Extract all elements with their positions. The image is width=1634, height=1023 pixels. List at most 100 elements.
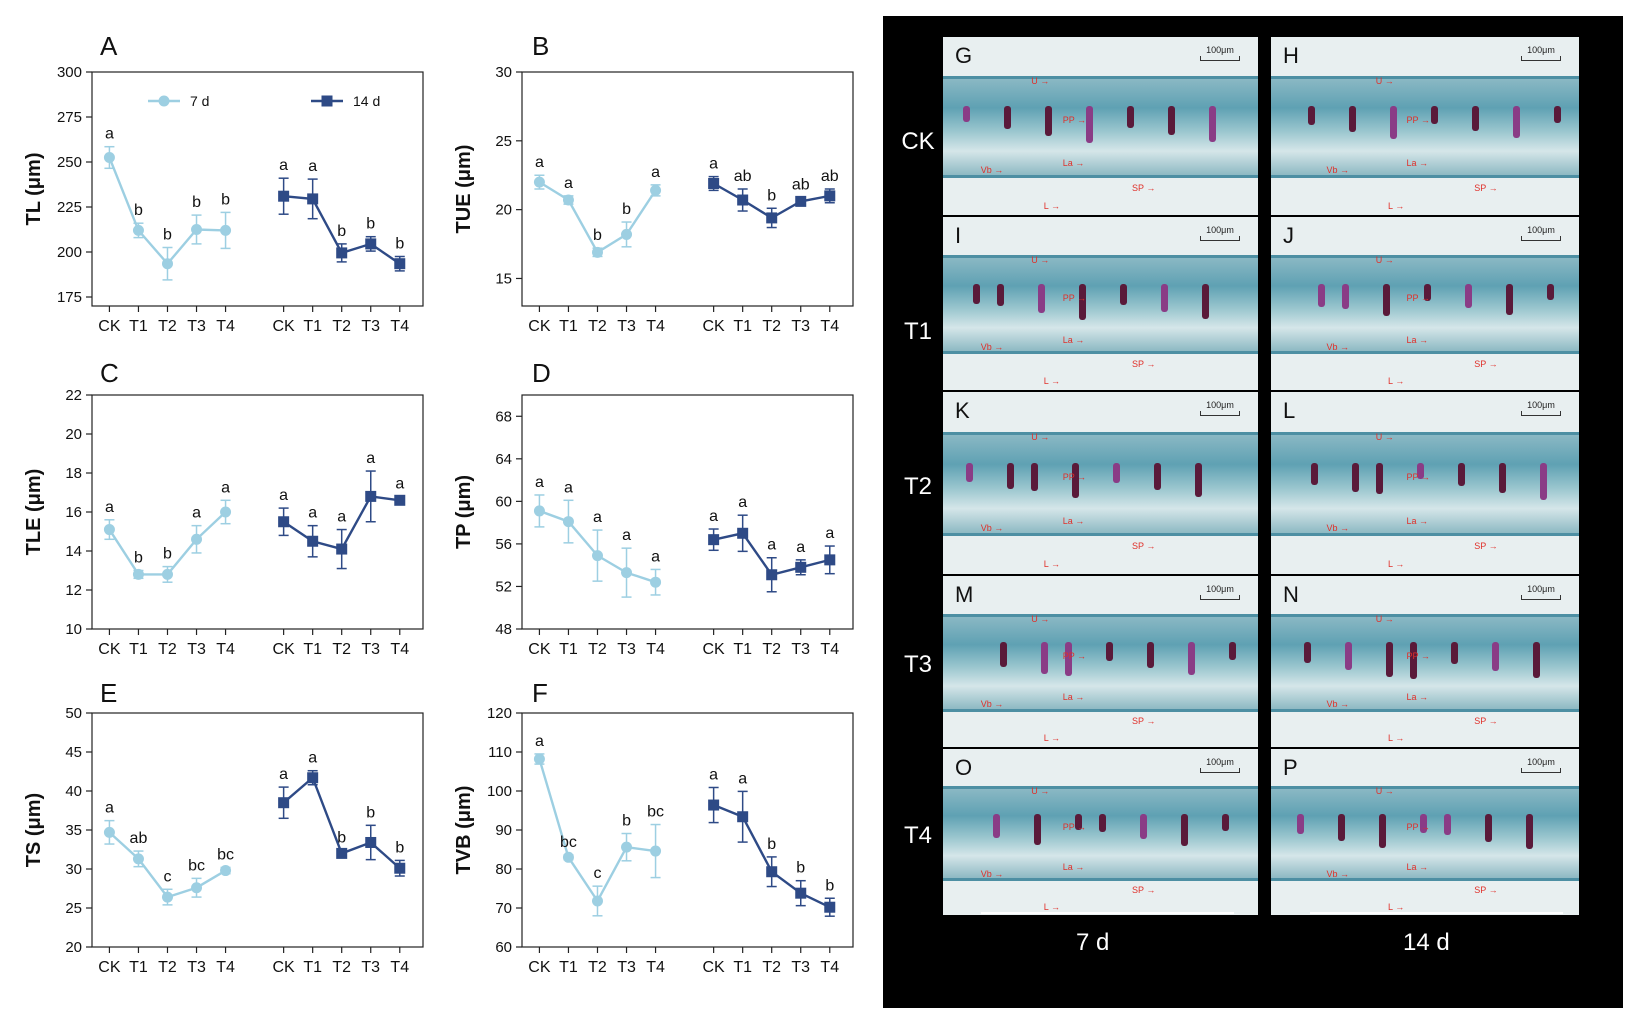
significance-letter: a	[105, 126, 114, 143]
significance-letter: a	[709, 766, 718, 783]
x-tick-label: T3	[361, 641, 380, 658]
plot-frame	[521, 71, 854, 307]
significance-letter: a	[535, 474, 544, 491]
annotation-sp: SP →	[1132, 182, 1156, 193]
stained-cell	[1075, 813, 1082, 830]
point-14d	[824, 554, 836, 566]
point-14d	[394, 862, 406, 874]
stained-cell	[1127, 106, 1134, 129]
point-7d	[621, 567, 633, 579]
annotation-la: La →	[1062, 515, 1085, 526]
annotation-pp: PP →	[1406, 651, 1430, 662]
x-tick-label: T4	[216, 959, 235, 976]
stained-cell	[1352, 462, 1359, 492]
stained-cell	[1526, 813, 1533, 849]
annotation-l: L →	[1388, 376, 1405, 387]
point-14d	[766, 866, 778, 878]
micrograph-panel: CK T1 T2 T3 T4 G 100μm U → PP → Vb → La → SP →…	[883, 16, 1623, 1008]
stained-cell	[1034, 813, 1041, 845]
annotation-sp: SP →	[1474, 716, 1498, 727]
row-label-ck: CK	[901, 128, 935, 155]
x-tick-label: T4	[646, 959, 665, 976]
y-tick-label: 20	[65, 939, 82, 956]
annotation-pp: PP →	[1406, 115, 1430, 126]
significance-letter: a	[221, 479, 230, 496]
stained-cell	[973, 284, 980, 305]
row-label-t2: T2	[903, 473, 932, 500]
micrograph-o: O 100μm U → PP → Vb → La → SP → L →	[943, 749, 1258, 915]
scale-bar: 100μm	[1200, 584, 1240, 600]
stained-cell	[1168, 106, 1175, 136]
point-14d	[336, 247, 348, 259]
point-7d	[220, 865, 232, 877]
x-tick-label: T2	[332, 959, 351, 976]
x-tick-label: T1	[559, 959, 578, 976]
point-7d	[533, 753, 545, 765]
y-tick-label: 175	[57, 289, 82, 306]
annotation-la: La →	[1406, 158, 1429, 169]
stained-cell	[1547, 284, 1554, 301]
scale-bar-line	[1200, 56, 1240, 61]
point-7d	[650, 845, 662, 857]
significance-letter: b	[337, 829, 346, 846]
column-label-14d: 14 d	[1403, 929, 1450, 956]
x-tick-label: T1	[129, 318, 148, 335]
stained-cell	[1342, 284, 1349, 310]
y-tick-label: 14	[65, 543, 82, 560]
x-tick-label: T3	[617, 641, 636, 658]
x-tick-label: T1	[559, 318, 578, 335]
significance-letter: a	[366, 450, 375, 467]
plot-frame	[521, 394, 854, 630]
annotation-la: La →	[1062, 692, 1085, 703]
x-tick-label: T1	[559, 641, 578, 658]
annotation-vb: Vb →	[1326, 165, 1349, 176]
scale-bar: 100μm	[1521, 45, 1561, 61]
y-axis-label: TUE (μm)	[453, 145, 475, 234]
annotation-l: L →	[1388, 559, 1405, 570]
annotation-sp: SP →	[1474, 358, 1498, 369]
scale-bar-line	[1521, 595, 1561, 600]
x-tick-label: T1	[129, 959, 148, 976]
significance-letter: a	[738, 494, 747, 511]
y-tick-label: 100	[487, 783, 512, 800]
significance-letter: a	[535, 733, 544, 750]
scale-bar: 100μm	[1200, 225, 1240, 241]
significance-letter: bc	[217, 846, 234, 863]
point-7d	[103, 826, 115, 838]
stained-cell	[1041, 642, 1048, 675]
x-tick-label: CK	[98, 318, 121, 335]
y-tick-label: 50	[65, 705, 82, 722]
significance-letter: a	[337, 509, 346, 526]
y-tick-label: 120	[487, 705, 512, 722]
point-14d	[278, 516, 290, 528]
y-axis-label: TVB (μm)	[453, 786, 475, 875]
micrograph-label: I	[955, 223, 962, 248]
point-7d	[533, 505, 545, 517]
scale-bar-label: 100μm	[1206, 45, 1234, 55]
annotation-pp: PP →	[1406, 293, 1430, 304]
micrograph-h: H 100μm U → PP → Vb → La → SP → L →	[1271, 37, 1579, 215]
stained-cell	[1492, 642, 1499, 672]
significance-letter: a	[279, 157, 288, 174]
significance-letter: b	[767, 187, 776, 204]
scale-bar-line	[1200, 768, 1240, 773]
x-tick-label: T4	[646, 318, 665, 335]
point-7d	[650, 576, 662, 588]
x-tick-label: T3	[791, 959, 810, 976]
stained-cell	[1065, 642, 1072, 677]
significance-letter: ab	[792, 176, 810, 193]
stained-cell	[993, 813, 1000, 838]
y-tick-label: 25	[65, 900, 82, 917]
annotation-la: La →	[1406, 692, 1429, 703]
annotation-vb: Vb →	[1326, 868, 1349, 879]
significance-letter: a	[308, 158, 317, 175]
y-tick-label: 48	[495, 621, 512, 638]
stained-cell	[1188, 642, 1195, 676]
x-tick-label: T1	[733, 959, 752, 976]
annotation-sp: SP →	[1132, 716, 1156, 727]
legend-label-14d: 14 d	[353, 93, 380, 109]
annotation-u: U →	[1375, 432, 1394, 443]
stained-cell	[1304, 642, 1311, 664]
stained-cell	[1181, 813, 1188, 846]
